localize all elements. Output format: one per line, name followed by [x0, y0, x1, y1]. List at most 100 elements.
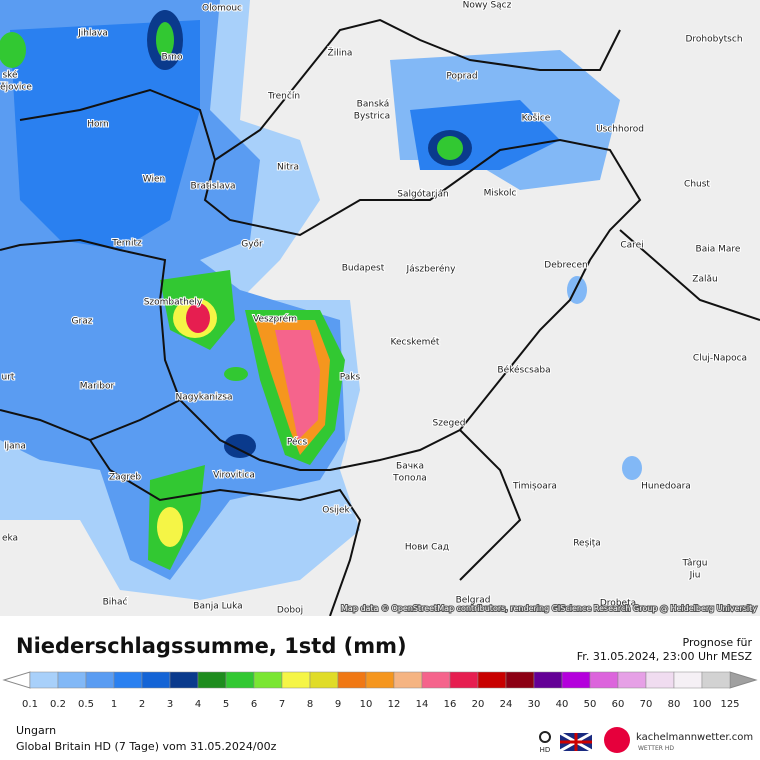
legend-swatch [673, 671, 703, 689]
brand-logo[interactable] [604, 727, 630, 753]
country-borders [0, 18, 760, 616]
city-label: Veszprém [253, 314, 297, 325]
legend-swatch [449, 671, 479, 689]
legend-swatch [701, 671, 731, 689]
city-label: Trenčín [267, 91, 300, 102]
city-label: Žilina [328, 47, 353, 59]
city-label: Belgrad [456, 596, 491, 606]
city-labels: Olomouc Nowy Sącz Jihlava Brno Žilina Drohoby… [0, 0, 748, 616]
city-label: Olomouc [202, 4, 242, 14]
legend-label: 9 [335, 699, 341, 710]
city-label: Horn [87, 120, 109, 130]
city-label: Baia Mare [696, 245, 741, 255]
city-label: Nagykanizsa [176, 393, 233, 403]
city-label: Zagreb [109, 473, 141, 483]
city-label: Salgótarján [397, 189, 448, 200]
legend-label: 50 [584, 699, 597, 710]
city-label: Graz [72, 317, 93, 327]
legend-swatch [365, 671, 395, 689]
city-label: Топола [392, 474, 427, 484]
legend-swatch [85, 671, 115, 689]
city-label: Bystrica [354, 112, 390, 122]
city-label: eka [2, 534, 18, 544]
city-label: Szombathely [144, 298, 203, 308]
legend-label: 0.5 [78, 699, 94, 710]
legend-swatch [393, 671, 423, 689]
city-label: Jiu [689, 571, 701, 581]
model-info: Global Britain HD (7 Tage) vom 31.05.202… [16, 740, 277, 753]
legend-swatch [29, 671, 59, 689]
city-label: Kecskemét [391, 337, 440, 348]
legend-label: 0.2 [50, 699, 66, 710]
city-label: Paks [340, 373, 361, 383]
legend-swatch [589, 671, 619, 689]
legend-label: 16 [444, 699, 457, 710]
city-label: Virovitica [213, 471, 255, 481]
search-icon[interactable] [539, 731, 551, 743]
legend-swatch [281, 671, 311, 689]
legend-label: 12 [388, 699, 401, 710]
city-label: Debrecen [544, 261, 587, 271]
legend-label: 40 [556, 699, 569, 710]
legend-label: 4 [195, 699, 201, 710]
city-label: Târgu [682, 559, 708, 569]
city-label: ljana [4, 442, 26, 452]
legend-label: 20 [472, 699, 485, 710]
legend-label: 5 [223, 699, 229, 710]
city-label: Poprad [446, 72, 477, 82]
legend: 0.1 0.2 0.5 1 2 3 4 5 6 7 8 9 10 12 14 16 20 24 30 40 50 60 70… [22, 671, 740, 710]
city-label: Banja Luka [193, 602, 242, 612]
legend-label: 1 [111, 699, 117, 710]
city-label: Szeged [433, 419, 466, 429]
legend-label: 10 [360, 699, 373, 710]
legend-swatch [421, 671, 451, 689]
legend-swatch [169, 671, 199, 689]
city-label: Maribor [80, 382, 115, 392]
legend-swatch [113, 671, 143, 689]
city-label: Brno [162, 53, 183, 63]
legend-swatch [617, 671, 647, 689]
city-label: Carei [620, 241, 643, 251]
city-label: Drobeta [600, 599, 636, 609]
city-label: Nitra [277, 163, 299, 173]
city-label: Chust [684, 180, 710, 190]
legend-label: 100 [692, 699, 711, 710]
city-label: Bihać [103, 597, 128, 608]
city-label: Pécs [287, 437, 308, 448]
city-label: Békéscsaba [497, 365, 550, 376]
legend-label: 70 [640, 699, 653, 710]
city-label: Ternitz [111, 239, 142, 249]
city-label: urt [2, 373, 15, 383]
city-label: Cluj-Napoca [693, 354, 747, 364]
legend-label: 125 [720, 699, 739, 710]
city-label: Košice [522, 113, 551, 124]
forecast-label: Prognose für [683, 636, 753, 649]
legend-label: 6 [251, 699, 257, 710]
attribution: Map data © OpenStreetMap contributors, r… [341, 604, 757, 613]
brand-sub: WETTER HD [638, 745, 674, 752]
legend-label: 7 [279, 699, 285, 710]
city-label: Doboj [277, 606, 303, 616]
city-label: Нови Сад [405, 543, 449, 553]
city-label: Drohobytsch [685, 35, 742, 45]
city-label: ské [2, 70, 18, 81]
map: Olomouc Nowy Sącz Jihlava Brno Žilina Drohoby… [0, 0, 760, 616]
legend-swatch [477, 671, 507, 689]
legend-label: 30 [528, 699, 541, 710]
legend-label: 8 [307, 699, 313, 710]
legend-swatch [309, 671, 339, 689]
search-badge: HD [540, 746, 551, 754]
city-label: Reșița [573, 539, 601, 549]
city-label: Timișoara [512, 482, 557, 492]
city-label: Zalău [692, 275, 717, 285]
legend-label: 3 [167, 699, 173, 710]
city-label: Miskolc [484, 189, 517, 199]
legend-label: 24 [500, 699, 513, 710]
precip-field [0, 0, 642, 600]
legend-over-arrow [729, 671, 758, 689]
legend-title: Niederschlagssumme, 1std (mm) [16, 634, 407, 658]
region: Ungarn [16, 724, 56, 737]
legend-swatch [337, 671, 367, 689]
legend-swatch [197, 671, 227, 689]
city-label: Jászberény [406, 264, 457, 275]
